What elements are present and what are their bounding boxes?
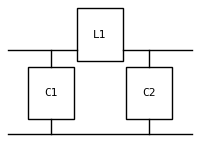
Text: L1: L1: [93, 30, 107, 39]
Bar: [77, 8, 123, 61]
Text: C2: C2: [142, 88, 156, 98]
Text: C1: C1: [44, 88, 58, 98]
Bar: [28, 67, 74, 119]
Bar: [126, 67, 172, 119]
